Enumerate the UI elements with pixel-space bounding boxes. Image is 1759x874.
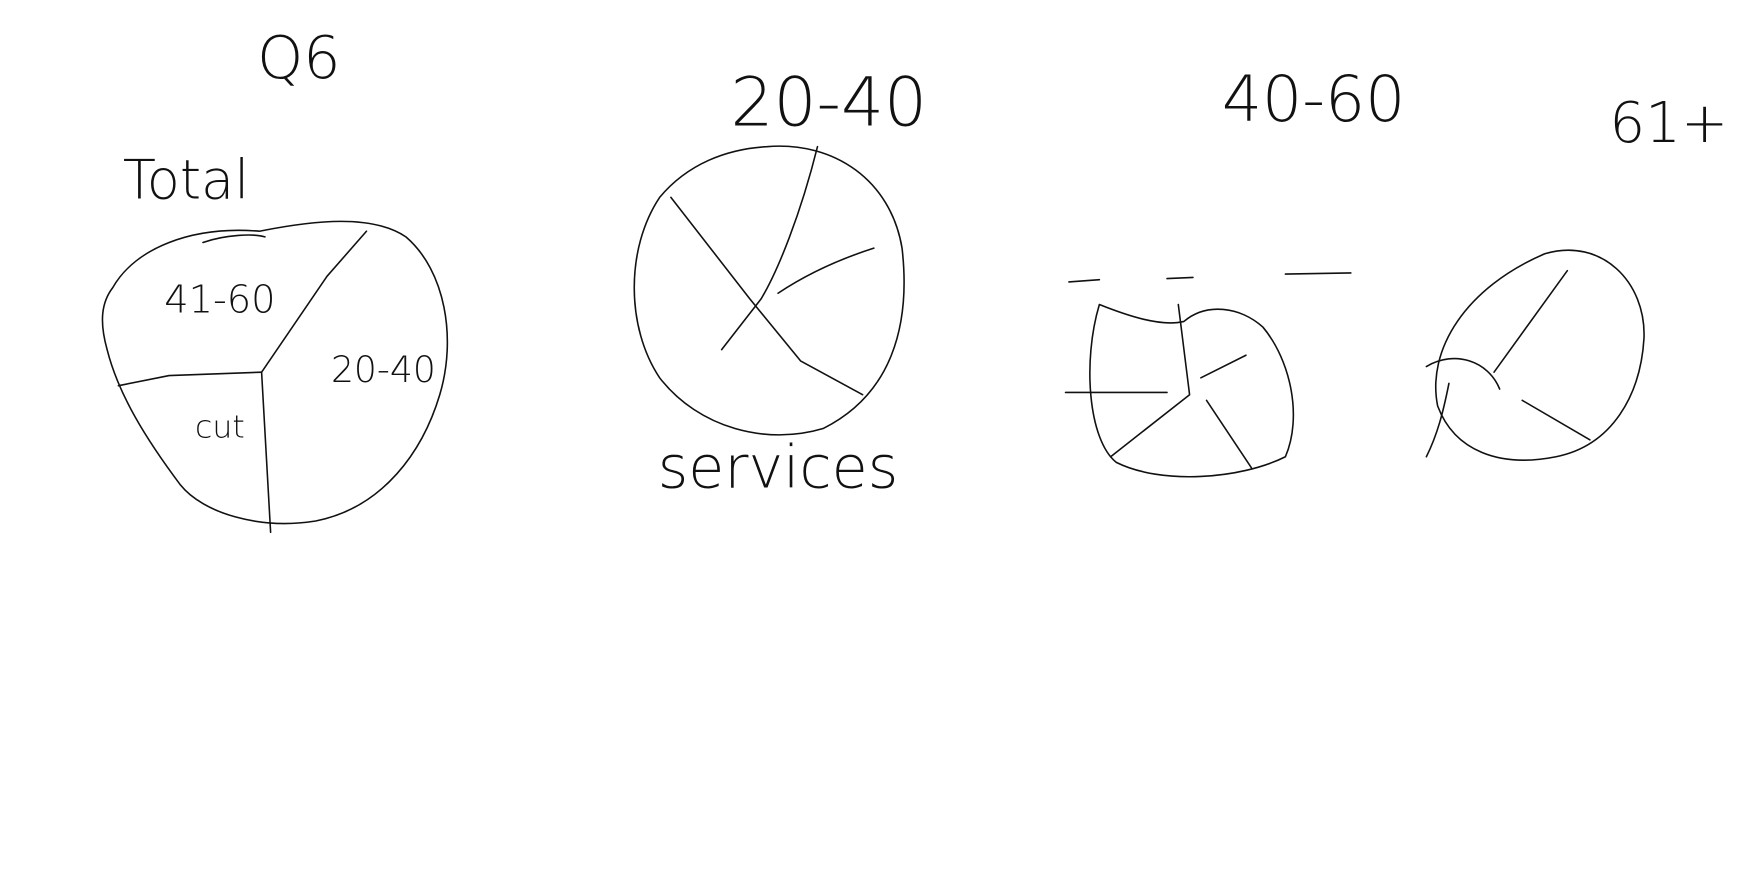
pie-outline <box>101 220 449 525</box>
slice-divider <box>1521 399 1591 441</box>
slice-label: cut <box>195 410 245 446</box>
slice-divider <box>1200 354 1247 379</box>
panel-title: 20-40 <box>730 63 927 142</box>
slice-label: 41-60 <box>164 278 275 323</box>
panel-title: 40-60 <box>1222 62 1405 136</box>
slice-divider <box>777 247 875 295</box>
scribble <box>202 234 266 244</box>
scribble <box>1068 272 1352 283</box>
pie-outline <box>633 145 905 436</box>
pie-outline <box>1435 249 1645 461</box>
slice-label: 20-40 <box>331 349 436 391</box>
slice-divider <box>117 371 263 387</box>
slice-divider <box>1205 399 1253 469</box>
question-title: Q6 <box>257 24 340 92</box>
panel-title: Total <box>123 149 249 212</box>
slice-divider <box>260 230 368 534</box>
panel-caption: services <box>658 433 899 501</box>
panel-title: 61+ <box>1609 91 1728 156</box>
slice-divider <box>720 145 819 351</box>
slice-divider <box>670 196 864 396</box>
scribble <box>1425 357 1501 458</box>
pie-outline <box>1089 303 1295 478</box>
slice-divider <box>1109 303 1191 458</box>
slice-divider <box>1493 269 1569 373</box>
